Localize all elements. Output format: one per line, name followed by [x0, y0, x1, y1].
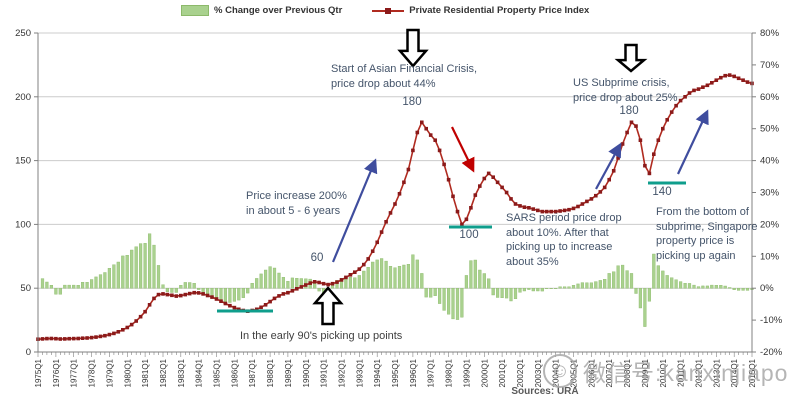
svg-text:10%: 10% [760, 251, 780, 262]
svg-text:2003Q1: 2003Q1 [534, 358, 543, 387]
svg-text:-10%: -10% [760, 315, 783, 326]
svg-text:1997Q1: 1997Q1 [427, 358, 436, 387]
svg-text:2012Q1: 2012Q1 [694, 358, 703, 387]
svg-text:1975Q1: 1975Q1 [34, 358, 43, 387]
svg-text:2000Q1: 2000Q1 [480, 358, 489, 387]
svg-text:1989Q1: 1989Q1 [284, 358, 293, 387]
svg-text:1995Q1: 1995Q1 [391, 358, 400, 387]
svg-text:2008Q1: 2008Q1 [623, 358, 632, 387]
svg-text:40%: 40% [760, 156, 780, 167]
svg-text:1983Q1: 1983Q1 [177, 358, 186, 387]
svg-text:1976Q1: 1976Q1 [52, 358, 61, 387]
svg-text:1981Q1: 1981Q1 [141, 358, 150, 387]
svg-text:1987Q1: 1987Q1 [248, 358, 257, 387]
annotation-early-90s: In the early 90's picking up points [240, 330, 403, 342]
svg-text:2010Q1: 2010Q1 [659, 358, 668, 387]
svg-text:-20%: -20% [760, 347, 783, 358]
svg-text:2014Q1: 2014Q1 [730, 358, 739, 387]
svg-text:1978Q1: 1978Q1 [88, 358, 97, 387]
svg-text:30%: 30% [760, 188, 780, 199]
svg-text:200: 200 [15, 92, 31, 103]
point-label-180-1996: 180 [402, 96, 422, 108]
svg-text:1990Q1: 1990Q1 [302, 358, 311, 387]
svg-text:1999Q1: 1999Q1 [462, 358, 471, 387]
svg-text:2001Q1: 2001Q1 [498, 358, 507, 387]
svg-text:0%: 0% [760, 283, 774, 294]
svg-text:2013Q1: 2013Q1 [712, 358, 721, 387]
legend-bar-swatch-icon [181, 5, 209, 16]
svg-text:1980Q1: 1980Q1 [123, 358, 132, 387]
sources-label: Sources: URA [511, 386, 579, 397]
svg-text:80%: 80% [760, 28, 780, 39]
svg-text:1993Q1: 1993Q1 [355, 358, 364, 387]
svg-text:2007Q1: 2007Q1 [605, 358, 614, 387]
svg-text:1988Q1: 1988Q1 [266, 358, 275, 387]
annotation-price-increase: Price increase 200% in about 5 - 6 years [246, 190, 347, 217]
point-label-60: 60 [310, 252, 324, 264]
legend-line-label: Private Residential Property Price Index [409, 5, 590, 16]
svg-text:1977Q1: 1977Q1 [70, 358, 79, 387]
annotation-subprime: US Subprime crisis, price drop about 25% [573, 77, 678, 104]
svg-text:2002Q1: 2002Q1 [516, 358, 525, 387]
svg-text:20%: 20% [760, 219, 780, 230]
svg-text:1994Q1: 1994Q1 [373, 358, 382, 387]
svg-text:2006Q1: 2006Q1 [587, 358, 596, 387]
svg-text:150: 150 [15, 156, 31, 167]
chart-legend: % Change over Previous Qtr Private Resid… [181, 5, 589, 16]
svg-text:1998Q1: 1998Q1 [445, 358, 454, 387]
svg-text:0: 0 [26, 347, 31, 358]
svg-text:50: 50 [20, 283, 31, 294]
svg-text:50%: 50% [760, 124, 780, 135]
annotation-bottom-subprime: From the bottom of subprime, Singapore p… [656, 206, 758, 262]
svg-text:2011Q1: 2011Q1 [677, 358, 686, 386]
svg-text:1996Q1: 1996Q1 [409, 358, 418, 387]
svg-text:60%: 60% [760, 92, 780, 103]
svg-text:2005Q1: 2005Q1 [570, 358, 579, 387]
svg-text:1979Q1: 1979Q1 [105, 358, 114, 387]
svg-text:1986Q1: 1986Q1 [230, 358, 239, 387]
svg-text:2015Q1: 2015Q1 [748, 358, 757, 387]
annotation-sars: SARS period price drop about 10%. After … [506, 212, 622, 268]
annotation-asian-crisis: Start of Asian Financial Crisis, price d… [331, 63, 478, 90]
legend-line-swatch-icon [372, 7, 405, 14]
svg-text:1984Q1: 1984Q1 [195, 358, 204, 387]
point-label-140: 140 [652, 186, 672, 198]
point-label-100: 100 [459, 229, 479, 241]
svg-text:1985Q1: 1985Q1 [213, 358, 222, 387]
svg-text:1991Q1: 1991Q1 [320, 358, 329, 387]
svg-text:70%: 70% [760, 60, 780, 71]
point-label-180-2008: 180 [619, 105, 639, 117]
svg-text:1982Q1: 1982Q1 [159, 358, 168, 387]
svg-text:2004Q1: 2004Q1 [552, 358, 561, 387]
legend-bar-label: % Change over Previous Qtr [214, 5, 343, 16]
svg-text:2009Q1: 2009Q1 [641, 358, 650, 387]
svg-text:250: 250 [15, 28, 31, 39]
svg-text:100: 100 [15, 219, 31, 230]
svg-text:1992Q1: 1992Q1 [337, 358, 346, 387]
